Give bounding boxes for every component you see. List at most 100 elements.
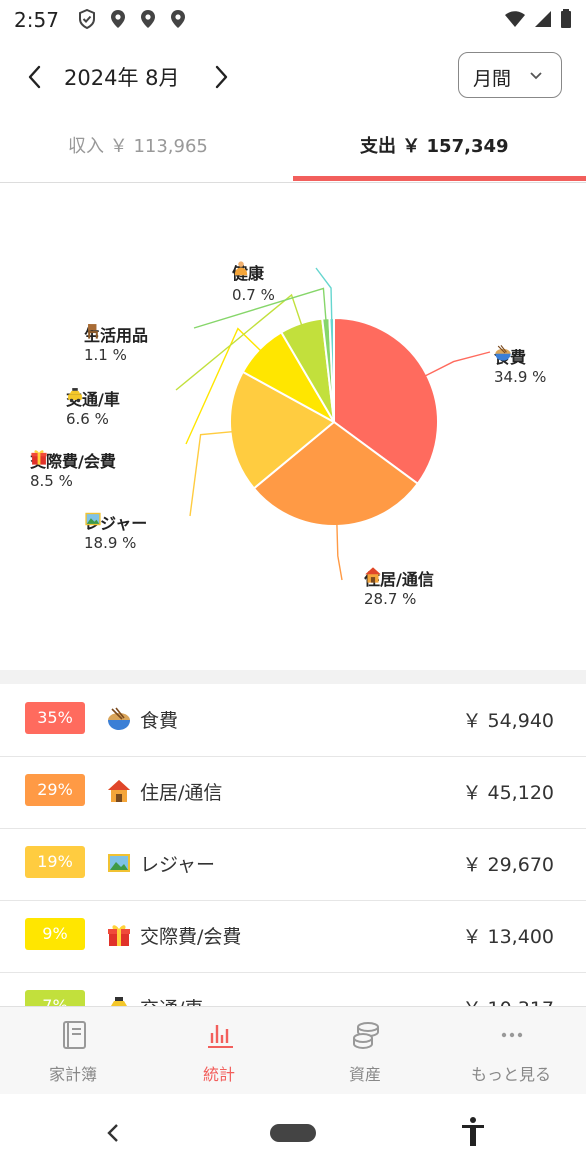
income-expense-tabs: 収入 ￥ 113,965 支出 ￥ 157,349	[0, 120, 586, 183]
gift-icon	[31, 450, 47, 465]
gift-icon	[108, 925, 130, 946]
nav-label: 統計	[202, 1065, 235, 1084]
more-icon	[501, 1032, 523, 1038]
category-label: 住居/通信	[140, 782, 223, 804]
shield-icon	[79, 9, 95, 29]
category-icon-wrap	[106, 778, 132, 804]
expense-pie-chart: 食費 34.9 % 住居/通信 28.7 % レジャー 18.9 % 交際費/会費 8.5 %…	[0, 182, 586, 670]
pie-label: 交通/車	[66, 386, 120, 410]
pie-label-text: 交際費/会費	[30, 452, 116, 471]
pie-leader-line	[424, 351, 491, 377]
ramen-icon	[495, 345, 511, 361]
chevron-down-icon	[530, 72, 542, 80]
percent-badge: 7%	[25, 990, 85, 1006]
pie-percent-label: 28.7 %	[364, 590, 417, 608]
status-time: 2:57	[14, 8, 59, 32]
tab-expense[interactable]: 支出 ￥ 157,349	[360, 136, 509, 157]
pie-leader-line	[315, 267, 333, 321]
location-icon	[141, 10, 155, 28]
period-label: 月間	[473, 68, 512, 90]
wifi-icon	[505, 11, 525, 27]
nav-label: 家計簿	[48, 1065, 97, 1084]
category-row[interactable]: 9% 交際費/会費 ￥ 13,400	[0, 900, 586, 973]
house-icon	[108, 780, 130, 802]
category-icon-wrap	[106, 706, 132, 732]
category-icon-wrap	[106, 850, 132, 876]
category-label: 交通/車	[140, 994, 203, 1006]
picture-icon	[108, 854, 130, 872]
pie-label: 食費	[494, 344, 526, 368]
category-amount: ￥ 45,120	[462, 782, 554, 804]
category-row[interactable]: 29% 住居/通信 ￥ 45,120	[0, 756, 586, 829]
pie-percent-label: 0.7 %	[232, 286, 275, 304]
chevron-left-icon[interactable]	[22, 62, 48, 92]
back-icon[interactable]	[102, 1120, 124, 1146]
pie-percent-label: 18.9 %	[84, 534, 137, 552]
pie-leader-line	[175, 293, 303, 391]
category-amount: ￥ 29,670	[462, 854, 554, 876]
pie-label: レジャー	[84, 510, 147, 534]
accessibility-icon[interactable]	[460, 1116, 486, 1148]
tab-income[interactable]: 収入 ￥ 113,965	[68, 136, 208, 157]
chevron-right-icon[interactable]	[208, 62, 234, 92]
location-icon	[171, 10, 185, 28]
pie-label: 住居/通信	[364, 566, 434, 590]
category-amount: ￥ 13,400	[462, 926, 554, 948]
status-system	[504, 9, 572, 29]
coins-icon	[353, 1022, 379, 1050]
ramen-icon	[108, 707, 130, 730]
chair-icon	[88, 324, 98, 339]
period-select[interactable]: 月間	[458, 52, 562, 98]
pie-leader-line	[336, 523, 343, 581]
category-amount: ￥ 10,317	[462, 994, 554, 1006]
category-row[interactable]: 35% 食費 ￥ 54,940	[0, 684, 586, 757]
pie-label: 交際費/会費	[30, 448, 116, 472]
month-header: 2024年 8月 月間	[0, 48, 586, 106]
bar-chart-icon	[208, 1025, 233, 1048]
taxi-icon	[111, 997, 127, 1006]
tab-active-indicator	[293, 176, 586, 181]
home-pill[interactable]	[270, 1124, 316, 1142]
pie-svg	[175, 267, 491, 581]
person-icon	[234, 261, 248, 276]
pie-percent-label: 6.6 %	[66, 410, 109, 428]
taxi-icon	[68, 388, 82, 403]
month-title: 2024年 8月	[64, 66, 180, 90]
category-label: 食費	[140, 710, 179, 732]
percent-badge: 29%	[25, 774, 85, 806]
nav-item-stats[interactable]: 統計	[146, 1007, 292, 1095]
category-icon-wrap	[106, 922, 132, 948]
category-label: レジャー	[140, 854, 216, 876]
percent-badge: 35%	[25, 702, 85, 734]
signal-icon	[535, 11, 551, 27]
picture-icon	[85, 512, 101, 526]
nav-label: もっと見る	[470, 1065, 551, 1084]
percent-badge: 9%	[25, 918, 85, 950]
nav-item-assets[interactable]: 資産	[292, 1007, 438, 1095]
system-navigation	[0, 1094, 586, 1172]
category-label: 交際費/会費	[140, 926, 242, 948]
category-icon-wrap	[106, 994, 132, 1006]
pie-label-text: 生活用品	[84, 326, 149, 345]
percent-badge: 19%	[25, 846, 85, 878]
category-amount: ￥ 54,940	[462, 710, 554, 732]
bottom-navigation: 家計簿 統計 資産 もっと見る	[0, 1006, 586, 1095]
category-list: 35% 食費 ￥ 54,940 29% 住居/通信 ￥ 45,120 19% レジャー ￥ 29…	[0, 684, 586, 1006]
status-notifications	[78, 9, 186, 29]
section-separator	[0, 670, 586, 684]
location-icon	[111, 10, 125, 28]
battery-icon	[561, 9, 571, 28]
pie-percent-label: 1.1 %	[84, 346, 127, 364]
pie-leader-line	[193, 287, 327, 329]
pie-leader-line	[185, 327, 262, 445]
pie-label-text: 住居/通信	[364, 570, 434, 589]
category-row[interactable]: 19% レジャー ￥ 29,670	[0, 828, 586, 901]
house-icon	[365, 567, 381, 583]
pie-percent-label: 34.9 %	[494, 368, 547, 386]
nav-item-more[interactable]: もっと見る	[438, 1007, 584, 1095]
pie-leader-line	[189, 430, 233, 517]
category-row[interactable]: 7% 交通/車 ￥ 10,317	[0, 972, 586, 1006]
nav-item-kakeibo[interactable]: 家計簿	[0, 1007, 146, 1095]
nav-label: 資産	[348, 1065, 381, 1084]
pie-label: 健康	[232, 260, 264, 284]
